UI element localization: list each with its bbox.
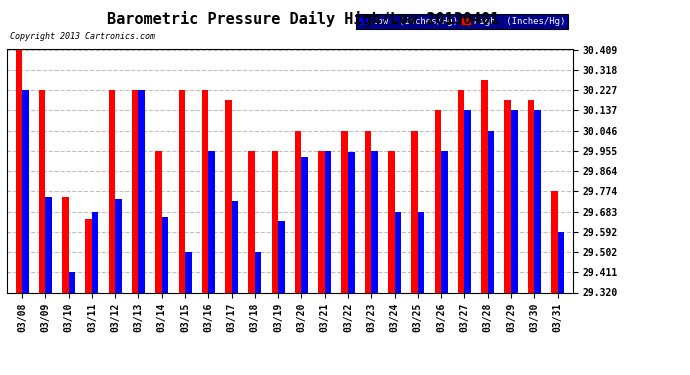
Bar xyxy=(551,191,558,292)
Bar xyxy=(185,252,192,292)
Bar xyxy=(435,111,441,292)
Bar xyxy=(411,131,418,292)
Bar xyxy=(418,211,424,292)
Bar xyxy=(395,211,401,292)
Bar xyxy=(365,131,371,292)
Bar xyxy=(68,272,75,292)
Bar xyxy=(488,131,494,292)
Bar xyxy=(528,100,534,292)
Bar xyxy=(208,151,215,292)
Bar xyxy=(558,232,564,292)
Legend: Low  (Inches/Hg), High  (Inches/Hg): Low (Inches/Hg), High (Inches/Hg) xyxy=(355,14,568,28)
Bar xyxy=(201,90,208,292)
Bar xyxy=(39,90,46,292)
Bar xyxy=(295,131,302,292)
Bar xyxy=(388,151,395,292)
Bar xyxy=(132,90,139,292)
Bar xyxy=(92,211,99,292)
Bar xyxy=(248,151,255,292)
Bar xyxy=(232,201,238,292)
Bar xyxy=(86,219,92,292)
Bar xyxy=(272,151,278,292)
Bar xyxy=(504,100,511,292)
Bar xyxy=(139,90,145,292)
Bar xyxy=(255,252,262,292)
Bar xyxy=(318,151,325,292)
Text: Copyright 2013 Cartronics.com: Copyright 2013 Cartronics.com xyxy=(10,33,155,42)
Bar xyxy=(278,221,285,292)
Bar xyxy=(302,157,308,292)
Bar xyxy=(62,197,68,292)
Bar xyxy=(481,80,488,292)
Bar xyxy=(325,151,331,292)
Bar xyxy=(161,217,168,292)
Bar xyxy=(342,131,348,292)
Bar xyxy=(511,111,518,292)
Bar xyxy=(464,111,471,292)
Bar xyxy=(15,50,22,292)
Bar xyxy=(225,100,232,292)
Bar xyxy=(371,151,378,292)
Bar xyxy=(348,152,355,292)
Bar xyxy=(108,90,115,292)
Bar xyxy=(155,151,161,292)
Bar xyxy=(534,111,541,292)
Bar xyxy=(115,199,121,292)
Bar xyxy=(46,197,52,292)
Bar xyxy=(441,151,448,292)
Text: Barometric Pressure Daily High/Low 20130401: Barometric Pressure Daily High/Low 20130… xyxy=(108,11,500,27)
Bar xyxy=(22,90,28,292)
Bar xyxy=(458,90,464,292)
Bar xyxy=(179,90,185,292)
